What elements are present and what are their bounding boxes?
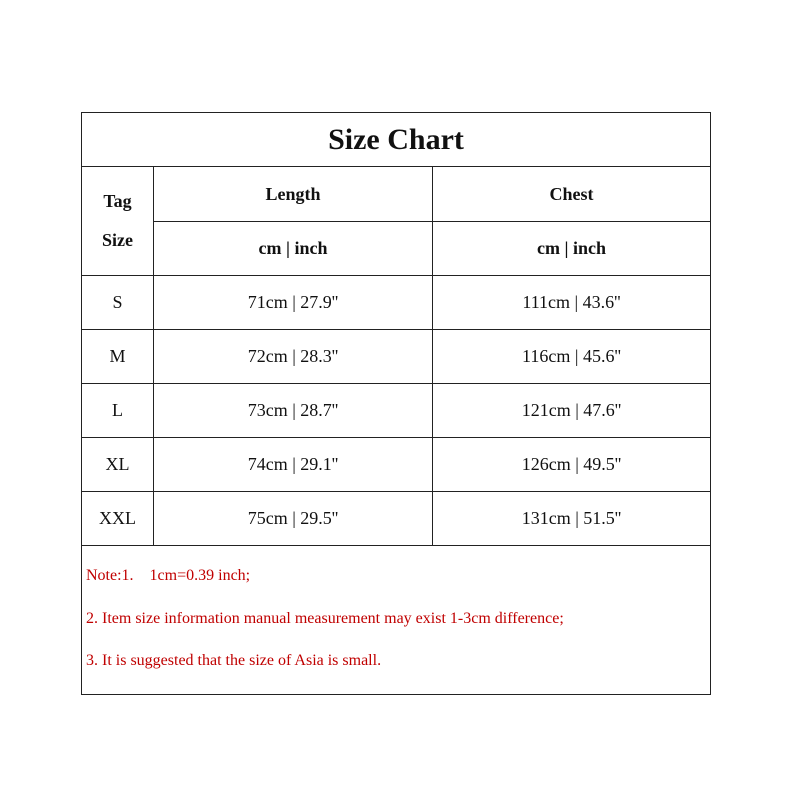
table-cell-chest: 111cm | 43.6''	[432, 275, 711, 330]
table-cell-length: 75cm | 29.5''	[153, 491, 433, 546]
table-cell-length: 71cm | 27.9''	[153, 275, 433, 330]
chest-units: cm | inch	[432, 221, 711, 276]
table-cell-chest: 121cm | 47.6''	[432, 383, 711, 438]
size-label: Size	[102, 230, 133, 250]
table-cell-size: L	[81, 383, 154, 438]
notes-box	[81, 545, 711, 695]
table-cell-size: S	[81, 275, 154, 330]
tag-size-header: Tag Size	[81, 166, 154, 276]
chest-header: Chest	[432, 166, 711, 222]
tag-label: Tag	[103, 191, 132, 211]
note-3: 3. It is suggested that the size of Asia…	[86, 652, 382, 669]
note-2: 2. Item size information manual measurem…	[86, 610, 564, 627]
table-cell-chest: 116cm | 45.6''	[432, 329, 711, 384]
table-cell-length: 72cm | 28.3''	[153, 329, 433, 384]
table-cell-chest: 126cm | 49.5''	[432, 437, 711, 492]
table-cell-length: 74cm | 29.1''	[153, 437, 433, 492]
table-cell-size: M	[81, 329, 154, 384]
table-cell-length: 73cm | 28.7''	[153, 383, 433, 438]
table-cell-size: XXL	[81, 491, 154, 546]
table-cell-size: XL	[81, 437, 154, 492]
table-cell-chest: 131cm | 51.5''	[432, 491, 711, 546]
length-units: cm | inch	[153, 221, 433, 276]
note-1: Note:1. 1cm=0.39 inch;	[86, 567, 251, 584]
chart-title: Size Chart	[81, 112, 711, 167]
length-header: Length	[153, 166, 433, 222]
